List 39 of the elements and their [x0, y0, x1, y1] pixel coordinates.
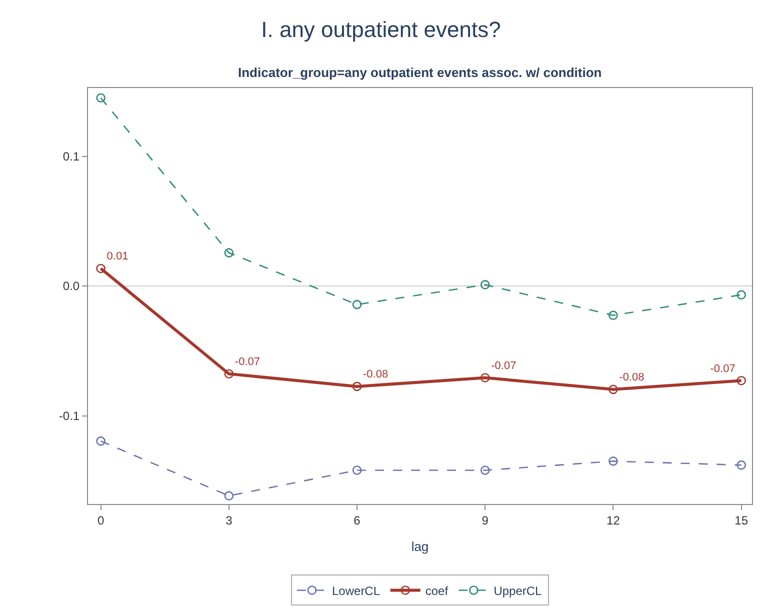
y-tick-label: -0.1	[58, 408, 80, 423]
point	[480, 280, 490, 290]
point	[480, 466, 490, 475]
point	[96, 93, 106, 103]
legend-label: LowerCL	[332, 584, 380, 598]
point	[352, 300, 362, 310]
data-label: -0.07	[234, 356, 260, 368]
point	[480, 373, 490, 382]
point	[736, 376, 746, 386]
point	[96, 436, 106, 446]
data-label: -0.07	[491, 360, 516, 372]
point	[608, 310, 618, 320]
data-label: -0.07	[710, 362, 736, 375]
x-tick-label: 6	[354, 513, 361, 528]
x-tick-label: 9	[482, 513, 489, 528]
point	[352, 466, 362, 475]
data-label: -0.08	[619, 372, 644, 384]
point	[608, 384, 618, 394]
data-label: -0.08	[363, 368, 388, 381]
point	[224, 369, 234, 378]
point	[736, 460, 746, 470]
legend-label: UpperCL	[494, 584, 542, 598]
x-tick-label: 12	[606, 513, 620, 528]
y-tick-label: 0.0	[62, 279, 80, 294]
x-tick-label: 15	[734, 513, 748, 528]
x-tick-label: 0	[97, 513, 104, 528]
chart-subtitle: Indicator_group=any outpatient events assoc. w/ condition	[238, 65, 602, 80]
x-tick-label: 3	[226, 513, 233, 528]
point	[224, 248, 234, 258]
point	[352, 382, 362, 392]
point	[96, 264, 106, 274]
y-tick-label: 0.1	[62, 149, 80, 164]
point	[608, 456, 618, 466]
point	[736, 290, 746, 300]
point	[224, 491, 234, 500]
chart-title: I. any outpatient events?	[261, 16, 501, 42]
legend-label: coef	[425, 584, 449, 598]
x-axis-title: lag	[411, 539, 429, 554]
data-label: 0.01	[106, 250, 128, 263]
